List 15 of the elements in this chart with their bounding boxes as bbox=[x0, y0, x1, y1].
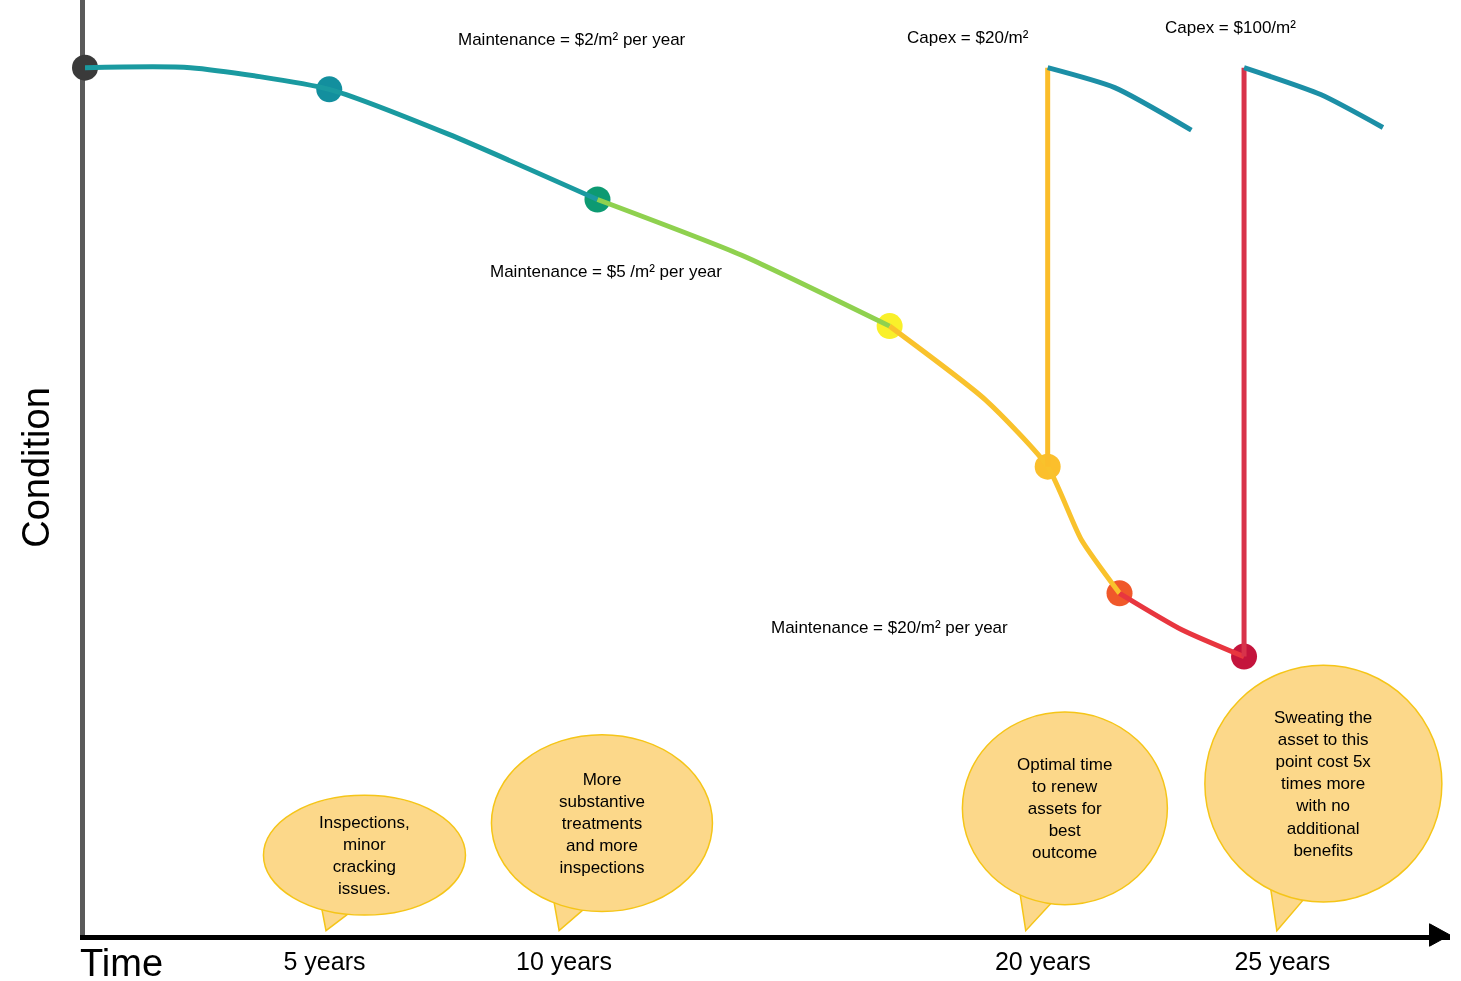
annotation: More substantive treatments and more inspections bbox=[559, 770, 645, 878]
x-tick-label: 25 years bbox=[1234, 947, 1331, 975]
annotation: Sweating the asset to this point cost 5x times more with no additional benefits bbox=[1274, 708, 1373, 860]
annotation: Maintenance = $20/m² per year bbox=[771, 618, 1009, 637]
annotation: Maintenance = $5 /m² per year bbox=[490, 262, 723, 281]
y-axis-title: Condition bbox=[15, 387, 58, 548]
text: Maintenance = $2/m² per year bbox=[458, 30, 686, 49]
x-tick-label: 10 years bbox=[516, 947, 612, 975]
annotation: Inspections, minor cracking issues. bbox=[319, 813, 410, 899]
x-tick-label: 20 years bbox=[994, 947, 1091, 975]
x-axis-title: Time bbox=[80, 942, 164, 981]
text: Capex = $100/m² bbox=[1165, 18, 1297, 37]
x-tick-label: 5 years bbox=[283, 947, 366, 975]
annotation: Optimal time to renew assets for best outcome bbox=[1017, 755, 1113, 863]
text: Capex = $20/m² bbox=[907, 28, 1029, 47]
